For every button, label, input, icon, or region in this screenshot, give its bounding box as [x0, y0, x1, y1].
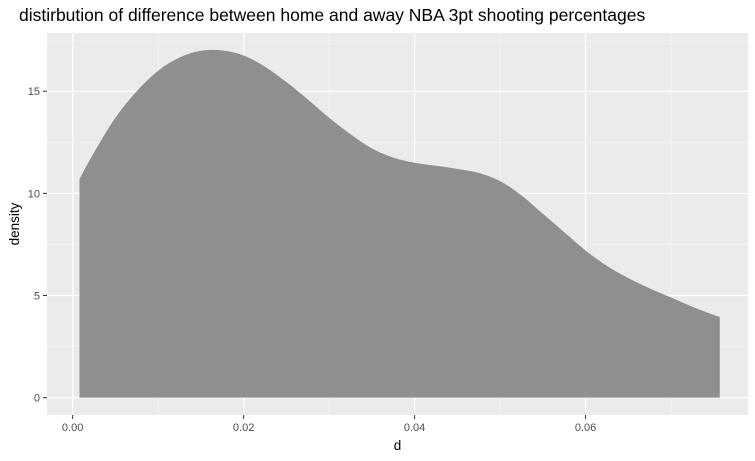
- y-tick-label: 10: [28, 188, 40, 200]
- y-tick-label: 5: [34, 290, 40, 302]
- x-tick-label: 0.00: [62, 422, 83, 434]
- y-tick-label: 15: [28, 86, 40, 98]
- y-axis: 0 5 10 15: [28, 86, 47, 405]
- y-axis-title: density: [7, 202, 22, 245]
- chart-title: distirbution of difference between home …: [19, 5, 645, 25]
- x-axis-title: d: [394, 438, 402, 453]
- x-tick-label: 0.04: [404, 422, 425, 434]
- y-tick-label: 0: [34, 393, 40, 405]
- density-area: [79, 49, 720, 398]
- x-tick-label: 0.06: [575, 422, 596, 434]
- x-axis: 0.00 0.02 0.04 0.06: [62, 415, 596, 434]
- x-tick-label: 0.02: [233, 422, 254, 434]
